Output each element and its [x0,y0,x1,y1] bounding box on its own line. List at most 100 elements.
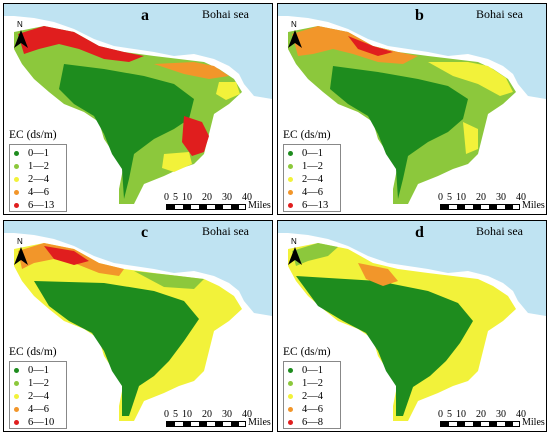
scale-bar-graphic [440,421,520,427]
ec-map-c [4,221,272,431]
north-arrow-icon [288,30,302,48]
scale-tick: 0 [438,409,443,420]
legend-item: 1—2 [288,377,323,389]
legend-item: 4—6 [14,403,49,415]
scale-bar-graphic [166,421,246,427]
legend-text: 1—2 [302,377,323,389]
map-panel-a: a Bohai sea N EC (ds/m) 0—1 1—2 2—4 4—6 … [3,3,273,215]
legend-swatch [14,189,19,195]
legend-text: 0—1 [28,147,49,159]
scale-tick: 0 [438,192,443,203]
legend-text: 1—2 [28,377,49,389]
legend-swatch [14,406,19,412]
scale-tick: 30 [222,409,232,420]
north-arrow-icon [14,247,28,265]
legend-item: 2—4 [288,173,323,185]
panel-label-d: d [415,224,424,241]
legend-text: 0—1 [28,364,49,376]
scale-tick: 5 [447,409,452,420]
scale-unit: Miles [248,200,271,211]
legend-text: 6—13 [302,199,329,211]
legend-title-d: EC (ds/m) [283,346,331,358]
legend-text: 4—6 [302,186,323,198]
north-arrow-c: N [12,237,30,267]
legend-text: 2—4 [302,390,323,402]
north-arrow-icon [288,247,302,265]
legend-swatch [288,189,293,195]
scale-tick: 40 [516,192,526,203]
north-letter-a: N [17,20,23,29]
legend-swatch [288,176,293,182]
legend-item: 0—1 [288,364,323,376]
scale-tick: 20 [476,409,486,420]
legend-swatch [288,406,293,412]
legend-item: 2—4 [14,390,49,402]
scale-unit: Miles [248,417,271,428]
ec-map-d [278,221,546,431]
legend-item: 6—13 [288,199,328,211]
legend-swatch [288,202,293,208]
scale-bar-b: 0 5 10 20 30 40 Miles [438,192,545,212]
legend-text: 6—8 [302,416,323,428]
legend-item: 4—6 [288,403,323,415]
panel-label-b: b [415,7,424,24]
legend-item: 0—1 [14,147,49,159]
legend-text: 0—1 [302,147,323,159]
legend-item: 1—2 [288,160,323,172]
north-arrow-a: N [12,20,30,50]
legend-d: 0—1 1—2 2—4 4—6 6—8 [283,361,341,429]
legend-swatch [288,150,293,156]
scale-tick: 5 [173,192,178,203]
north-arrow-d: N [286,237,304,267]
scale-tick: 20 [202,192,212,203]
legend-text: 2—4 [28,173,49,185]
legend-swatch [288,380,293,386]
legend-text: 1—2 [28,160,49,172]
legend-text: 6—10 [28,416,55,428]
legend-text: 0—1 [302,364,323,376]
legend-swatch [14,176,19,182]
legend-swatch [14,367,19,373]
legend-title-c: EC (ds/m) [9,346,57,358]
sea-label-a: Bohai sea [202,7,249,21]
legend-item: 6—8 [288,416,323,428]
sea-label-b: Bohai sea [476,7,523,21]
legend-item: 2—4 [288,390,323,402]
legend-b: 0—1 1—2 2—4 4—6 6—13 [283,144,341,212]
scale-bar-graphic [166,204,246,210]
scale-tick: 30 [222,192,232,203]
scale-tick: 40 [242,192,252,203]
north-letter-b: N [291,20,297,29]
scale-bar-d: 0 5 10 20 30 40 Miles [438,409,545,429]
scale-tick: 10 [182,192,192,203]
map-panel-c: c Bohai sea N EC (ds/m) 0—1 1—2 2—4 4—6 … [3,220,273,432]
north-arrow-icon [14,30,28,48]
legend-text: 1—2 [302,160,323,172]
scale-tick: 40 [516,409,526,420]
legend-item: 1—2 [14,160,49,172]
scale-unit: Miles [522,200,545,211]
legend-title-b: EC (ds/m) [283,129,331,141]
panel-label-c: c [141,224,149,241]
scale-bar-graphic [440,204,520,210]
legend-swatch [14,150,19,156]
scale-tick: 0 [164,192,169,203]
scale-tick: 30 [496,409,506,420]
legend-text: 4—6 [28,186,49,198]
panel-label-a: a [141,7,149,24]
sea-label-c: Bohai sea [202,224,249,238]
scale-tick: 40 [242,409,252,420]
scale-tick: 0 [164,409,169,420]
ec-map-a [4,4,272,214]
scale-tick: 5 [173,409,178,420]
scale-bar-c: 0 5 10 20 30 40 Miles [164,409,271,429]
scale-unit: Miles [522,417,545,428]
legend-text: 4—6 [302,403,323,415]
legend-swatch [14,202,19,208]
legend-swatch [14,419,19,425]
scale-tick: 20 [202,409,212,420]
scale-tick: 20 [476,192,486,203]
legend-item: 4—6 [288,186,323,198]
legend-item: 0—1 [288,147,323,159]
legend-text: 6—13 [28,199,55,211]
